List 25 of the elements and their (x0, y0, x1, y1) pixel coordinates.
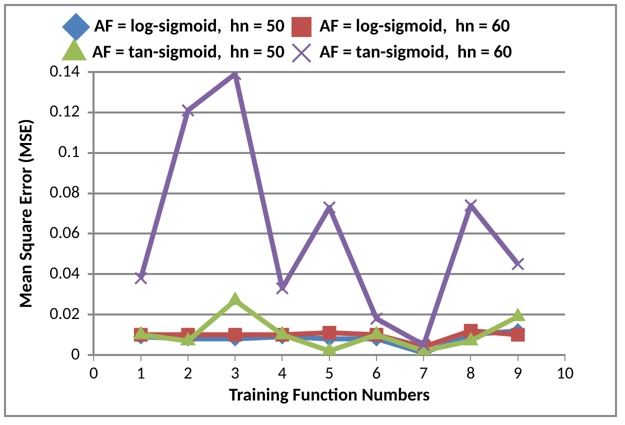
x-tick-label: 10 (556, 362, 574, 384)
x-tick-label: 4 (278, 362, 287, 384)
x-tick-label: 7 (419, 362, 428, 384)
x-tick-label: 0 (89, 362, 98, 384)
x-tick-label: 6 (372, 362, 382, 384)
y-tick-label: 0.12 (50, 100, 80, 122)
x-tick-label: 5 (325, 362, 334, 384)
x-tick-label: 3 (230, 362, 240, 384)
x-tick-label: 2 (184, 362, 192, 384)
x-tick-label: 9 (514, 362, 523, 384)
y-tick-label: 0.04 (50, 262, 80, 284)
x-axis-title: Training Function Numbers (228, 384, 430, 406)
y-tick-label: 0.02 (50, 302, 80, 324)
x-tick-label: 1 (136, 362, 146, 384)
legend-label: AF = log-sigmoid, hn = 60 (320, 14, 510, 36)
legend-label: AF = log-sigmoid, hn = 50 (94, 14, 285, 36)
y-tick-label: 0.14 (50, 60, 80, 82)
legend-label: AF = tan-sigmoid, hn = 60 (320, 40, 512, 62)
y-tick-label: 0.06 (50, 222, 80, 243)
x-tick-label: 8 (466, 362, 476, 384)
y-tick-label: 0.1 (58, 141, 80, 162)
y-tick-label: 0.08 (50, 182, 80, 203)
y-tick-label: 0 (71, 343, 80, 364)
y-axis-title: Mean Square Error (MSE) (14, 118, 36, 308)
legend-label: AF = tan-sigmoid, hn = 50 (92, 40, 284, 62)
